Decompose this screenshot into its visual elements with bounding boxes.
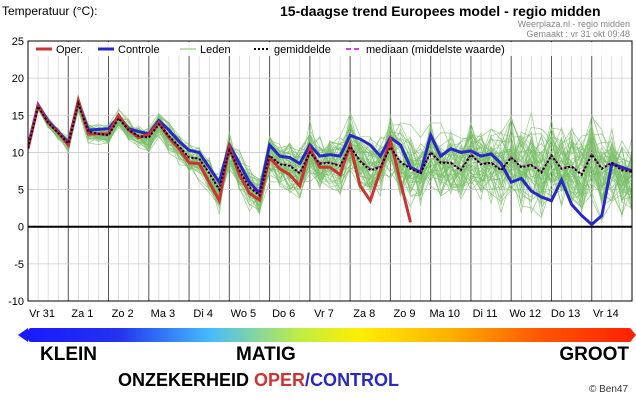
scale-label-groot: GROOT (559, 344, 629, 365)
scale-label-matig: MATIG (236, 344, 296, 365)
y-tick-label: 10 (12, 147, 24, 159)
x-tick-label: Zo 2 (112, 308, 134, 320)
made-label: Gemaakt : vr 31 okt 09:48 (526, 29, 630, 39)
x-tick-label: Do 6 (272, 308, 295, 320)
x-tick-label: Ma 3 (151, 308, 175, 320)
source-label: Weerplaza.nl - regio midden (517, 19, 630, 29)
x-tick-label: Wo 12 (509, 308, 541, 320)
y-tick-label: 5 (18, 185, 24, 197)
plot-frame (27, 40, 633, 302)
legend-label-mean: gemiddelde (274, 44, 331, 56)
x-tick-label: Zo 9 (393, 308, 415, 320)
x-tick-label: Di 4 (193, 308, 213, 320)
ensemble-members (28, 95, 632, 223)
scale-right-arrow (630, 328, 636, 342)
caption-onzekerheid: ONZEKERHEID (118, 370, 250, 390)
series-gemiddelde (28, 99, 632, 198)
x-tick-label: Za 1 (71, 308, 93, 320)
member-line (28, 107, 632, 214)
x-tick-label: Do 13 (551, 308, 580, 320)
member-line (28, 102, 632, 205)
x-tick-label: Vr 14 (593, 308, 619, 320)
copyright: © Ben47 (588, 384, 628, 395)
scale-left-arrow (18, 328, 28, 342)
caption-slash: / (305, 370, 311, 390)
legend-label-control: Controle (118, 44, 160, 56)
member-line (28, 104, 632, 214)
member-line (28, 105, 632, 212)
y-tick-label: -5 (14, 259, 24, 271)
y-tick-label: -10 (8, 296, 24, 308)
legend-label-members: Leden (200, 44, 231, 56)
y-axis-title: Temperatuur (°C): (2, 4, 98, 18)
chart-title: 15-daagse trend Europees model - regio m… (280, 3, 601, 19)
caption-control: CONTROL (310, 370, 400, 390)
legend-label-median: mediaan (middelste waarde) (366, 44, 505, 56)
member-line (28, 103, 632, 216)
y-tick-label: 25 (12, 36, 24, 48)
x-tick-label: Wo 5 (231, 308, 256, 320)
x-tick-label: Za 8 (353, 308, 375, 320)
series-lines (28, 94, 632, 227)
y-tick-label: 15 (12, 110, 24, 122)
y-tick-label: 20 (12, 73, 24, 85)
y-axis: -10 -5 0 5 10 15 20 25 (8, 36, 24, 308)
legend-label-oper: Oper. (56, 44, 83, 56)
caption-oper: OPER (254, 370, 306, 390)
uncertainty-scale-bar (28, 328, 632, 342)
y-tick-label: 0 (18, 222, 24, 234)
legend: Oper. Controle Leden gemiddelde mediaan (mid… (29, 42, 631, 56)
x-tick-label: Di 11 (473, 308, 498, 320)
member-line (28, 104, 632, 197)
x-tick-label: Vr 31 (29, 308, 55, 320)
x-tick-label: Ma 10 (429, 308, 460, 320)
legend-background (29, 42, 631, 56)
x-axis: Vr 31 Za 1 Zo 2 Ma 3 Di 4 Wo 5 Do 6 Vr 7 Za 8 Zo … (29, 308, 619, 320)
x-tick-label: Vr 7 (314, 308, 334, 320)
uncertainty-caption: ONZEKERHEID OPER/CONTROL (118, 370, 399, 391)
scale-label-klein: KLEIN (40, 344, 97, 365)
member-line (28, 96, 632, 213)
